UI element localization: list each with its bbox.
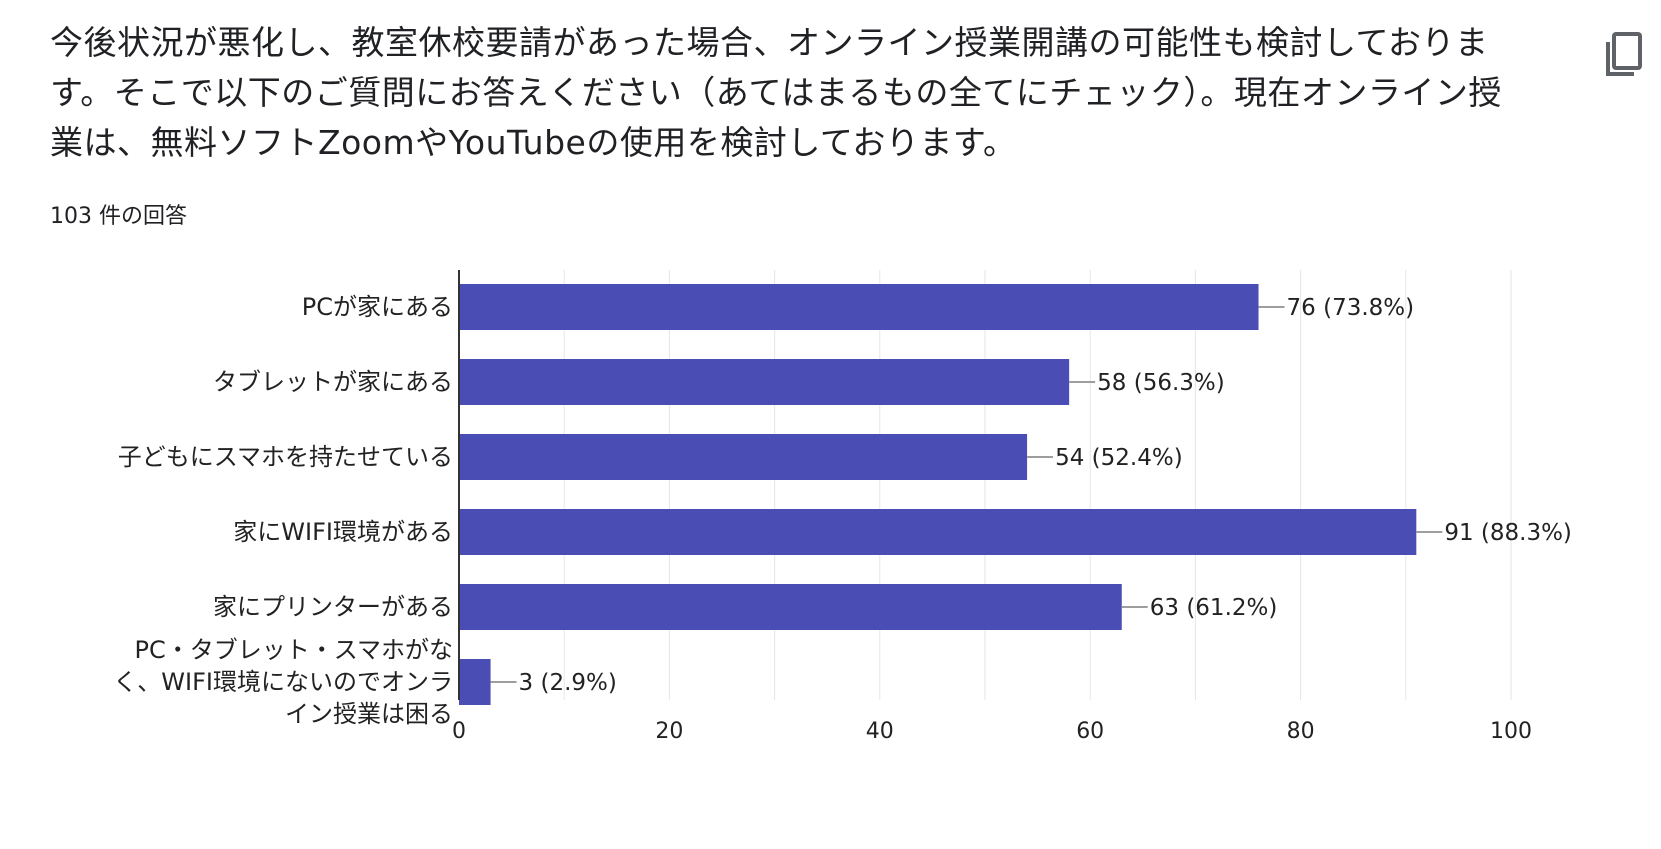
bar — [459, 584, 1122, 630]
x-tick-label: 100 — [1490, 719, 1532, 744]
x-tick-label: 0 — [452, 719, 466, 744]
x-tick-label: 20 — [655, 719, 683, 744]
data-label: 76 (73.8%) — [1287, 295, 1415, 321]
category-label: 家にWIFI環境がある — [233, 518, 453, 546]
x-tick-label: 80 — [1287, 719, 1315, 744]
data-label: 58 (56.3%) — [1097, 370, 1225, 396]
x-tick-label: 60 — [1076, 719, 1104, 744]
copy-chart-button[interactable] — [1600, 28, 1648, 84]
category-label: PC・タブレット・スマホがな — [134, 636, 453, 664]
category-label: タブレットが家にある — [213, 368, 453, 396]
response-count: 103 件の回答 — [50, 204, 187, 229]
data-label: 91 (88.3%) — [1444, 520, 1572, 546]
bar — [459, 284, 1259, 330]
data-label: 54 (52.4%) — [1055, 445, 1183, 471]
bar-chart: 0 20 40 60 80 100 76 (73.8%) PCが家にある 58 (56.3%) タ… — [0, 260, 1661, 800]
bar — [459, 509, 1417, 555]
category-label: く、WIFI環境にないのでオンラ — [113, 668, 453, 696]
category-label: 家にプリンターがある — [213, 593, 453, 621]
bar — [459, 434, 1028, 480]
data-label: 3 (2.9%) — [519, 670, 617, 696]
category-label: イン授業は困る — [285, 700, 453, 728]
copy-icon — [1606, 32, 1642, 76]
data-label: 63 (61.2%) — [1150, 595, 1278, 621]
category-label: PCが家にある — [302, 293, 453, 321]
question-title: 今後状況が悪化し、教室休校要請があった場合、オンライン授業開講の可能性も検討して… — [50, 23, 1502, 162]
x-tick-label: 40 — [866, 719, 894, 744]
bar-chart-svg: 0 20 40 60 80 100 76 (73.8%) PCが家にある 58 (56.3%) タ… — [113, 270, 1572, 744]
bar — [459, 359, 1070, 405]
category-label: 子どもにスマホを持たせている — [118, 443, 453, 471]
bar — [459, 659, 491, 705]
